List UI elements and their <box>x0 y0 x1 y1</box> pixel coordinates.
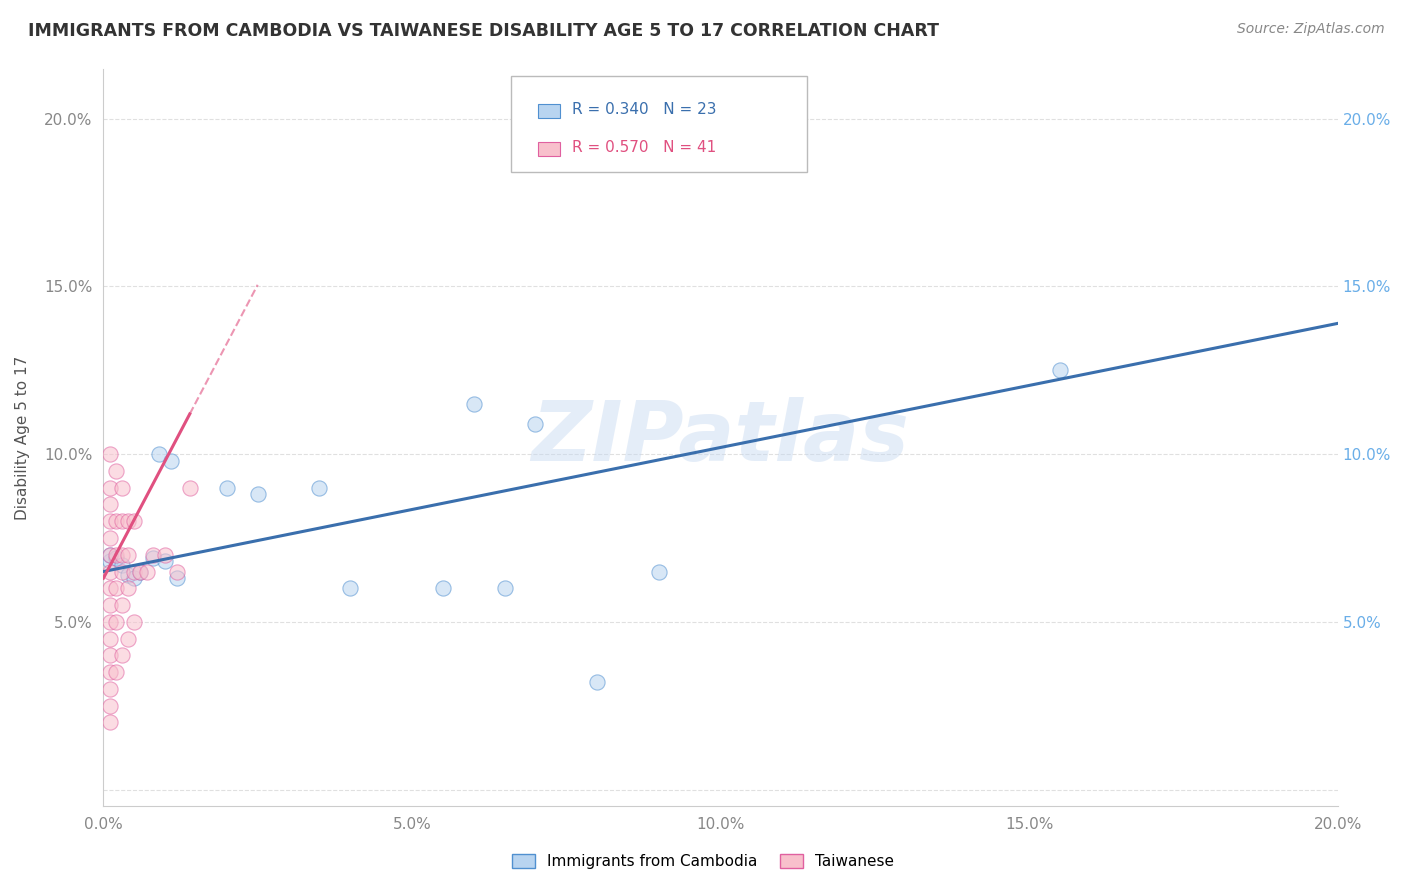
Point <box>648 565 671 579</box>
Point <box>104 665 127 680</box>
Text: Source: ZipAtlas.com: Source: ZipAtlas.com <box>1237 22 1385 37</box>
Point <box>98 498 121 512</box>
Text: R = 0.570   N = 41: R = 0.570 N = 41 <box>572 140 717 155</box>
Point <box>117 514 139 528</box>
Point <box>98 481 121 495</box>
Point <box>98 665 121 680</box>
Point <box>215 481 238 495</box>
Point <box>122 514 145 528</box>
Point <box>308 481 330 495</box>
Point <box>98 648 121 663</box>
Point <box>104 464 127 478</box>
Point <box>1049 363 1071 377</box>
Point <box>339 582 361 596</box>
Text: ZIPatlas: ZIPatlas <box>531 397 910 478</box>
FancyBboxPatch shape <box>538 143 560 156</box>
Point <box>104 582 127 596</box>
Point <box>142 551 165 566</box>
Point <box>122 565 145 579</box>
Point <box>246 487 269 501</box>
Point <box>117 568 139 582</box>
Point <box>135 565 157 579</box>
Point <box>98 554 121 568</box>
Point <box>166 565 188 579</box>
Point <box>111 565 134 579</box>
FancyBboxPatch shape <box>538 104 560 118</box>
Point <box>111 514 134 528</box>
Text: IMMIGRANTS FROM CAMBODIA VS TAIWANESE DISABILITY AGE 5 TO 17 CORRELATION CHART: IMMIGRANTS FROM CAMBODIA VS TAIWANESE DI… <box>28 22 939 40</box>
Point <box>104 551 127 566</box>
Point <box>463 397 485 411</box>
Point <box>160 454 183 468</box>
Point <box>122 615 145 629</box>
Point <box>153 554 176 568</box>
Point <box>104 548 127 562</box>
Point <box>524 417 547 431</box>
Y-axis label: Disability Age 5 to 17: Disability Age 5 to 17 <box>15 355 30 519</box>
Point <box>432 582 454 596</box>
Point <box>122 571 145 585</box>
Point <box>104 514 127 528</box>
Point <box>179 481 201 495</box>
Point <box>98 632 121 646</box>
Point <box>98 531 121 545</box>
Point <box>98 681 121 696</box>
Point <box>98 565 121 579</box>
FancyBboxPatch shape <box>510 76 807 172</box>
Point <box>111 481 134 495</box>
Point <box>98 598 121 612</box>
Point <box>117 632 139 646</box>
Point <box>494 582 516 596</box>
Point <box>148 447 170 461</box>
Point <box>98 582 121 596</box>
Point <box>98 698 121 713</box>
Point <box>129 565 152 579</box>
Point <box>111 648 134 663</box>
Point <box>104 615 127 629</box>
Point <box>111 558 134 572</box>
Point <box>129 565 152 579</box>
Point <box>586 675 609 690</box>
Point <box>142 548 165 562</box>
Point <box>98 447 121 461</box>
Point <box>111 548 134 562</box>
Point <box>166 571 188 585</box>
Point <box>111 598 134 612</box>
Point <box>98 615 121 629</box>
Point <box>98 514 121 528</box>
Legend: Immigrants from Cambodia, Taiwanese: Immigrants from Cambodia, Taiwanese <box>506 848 900 875</box>
Point <box>98 548 121 562</box>
Point <box>98 715 121 730</box>
Point <box>117 582 139 596</box>
Text: R = 0.340   N = 23: R = 0.340 N = 23 <box>572 102 717 117</box>
Point <box>153 548 176 562</box>
Point <box>98 548 121 562</box>
Point <box>117 548 139 562</box>
